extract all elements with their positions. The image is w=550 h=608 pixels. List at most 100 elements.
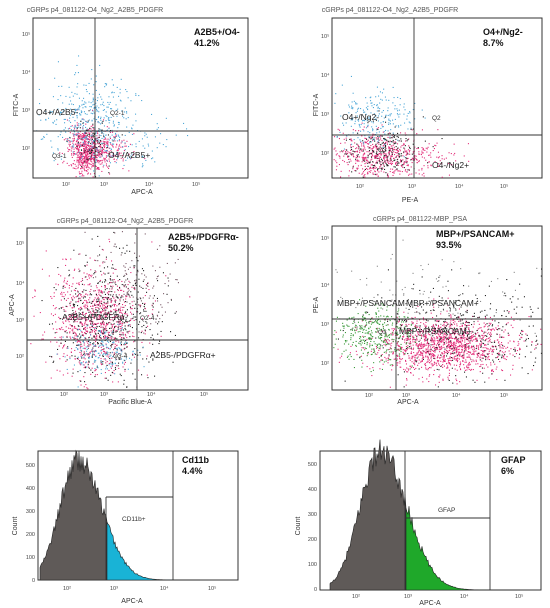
scatter-point: [352, 92, 354, 94]
scatter-point: [99, 145, 101, 147]
scatter-point: [102, 341, 104, 343]
scatter-point: [372, 129, 374, 131]
scatter-point: [357, 148, 359, 150]
scatter-point: [78, 55, 80, 57]
scatter-point: [64, 127, 66, 129]
scatter-point: [88, 150, 90, 152]
scatter-point: [101, 343, 103, 345]
scatter-point: [432, 150, 434, 152]
scatter-point: [133, 353, 135, 355]
scatter-point: [109, 357, 111, 359]
scatter-point: [386, 158, 388, 160]
scatter-point: [97, 322, 99, 324]
scatter-point: [113, 312, 115, 314]
scatter-point: [463, 155, 465, 157]
scatter-point: [362, 158, 364, 160]
scatter-point: [466, 366, 468, 368]
scatter-point: [367, 139, 369, 141]
scatter-point: [72, 138, 74, 140]
scatter-point: [91, 324, 93, 326]
scatter-point: [407, 164, 409, 166]
scatter-point: [92, 132, 94, 134]
scatter-point: [83, 284, 85, 286]
scatter-point: [434, 332, 436, 334]
scatter-point: [407, 336, 409, 338]
scatter-point: [77, 166, 79, 168]
scatter-point: [75, 301, 77, 303]
scatter-point: [72, 133, 74, 135]
scatter-point: [133, 133, 135, 135]
scatter-point: [340, 176, 342, 178]
scatter-point: [84, 326, 86, 328]
scatter-point: [390, 145, 392, 147]
scatter-point: [75, 312, 77, 314]
scatter-point: [389, 163, 391, 165]
scatter-point: [94, 270, 96, 272]
scatter-point: [91, 119, 93, 121]
scatter-point: [69, 331, 71, 333]
scatter-point: [93, 310, 95, 312]
scatter-point: [75, 313, 77, 315]
scatter-point: [405, 169, 407, 171]
scatter-point: [105, 337, 107, 339]
scatter-point: [55, 289, 57, 291]
scatter-point: [449, 345, 451, 347]
scatter-point: [92, 163, 94, 165]
scatter-point: [372, 367, 374, 369]
scatter-point: [124, 352, 126, 354]
scatter-point: [387, 159, 389, 161]
scatter-point: [99, 294, 101, 296]
scatter-point: [440, 348, 442, 350]
scatter-point: [75, 133, 77, 135]
scatter-point: [124, 266, 126, 268]
scatter-point: [81, 318, 83, 320]
scatter-point: [116, 275, 118, 277]
scatter-point: [101, 132, 103, 134]
scatter-point: [145, 276, 147, 278]
scatter-point: [468, 160, 470, 162]
scatter-point: [82, 137, 84, 139]
x-tick-label: 10⁵: [192, 181, 200, 188]
scatter-point: [371, 152, 373, 154]
scatter-point: [121, 252, 123, 254]
scatter-point: [410, 127, 412, 129]
scatter-point: [375, 143, 377, 145]
scatter-point: [134, 242, 136, 244]
scatter-point: [161, 306, 163, 308]
scatter-point: [383, 171, 385, 173]
scatter-point: [103, 164, 105, 166]
scatter-point: [112, 343, 114, 345]
scatter-point: [116, 314, 118, 316]
scatter-point: [411, 330, 413, 332]
scatter-point: [60, 342, 62, 344]
scatter-point: [469, 351, 471, 353]
scatter-point: [67, 317, 69, 319]
scatter-point: [101, 121, 103, 123]
scatter-point: [69, 132, 71, 134]
scatter-point: [93, 335, 95, 337]
scatter-point: [83, 97, 85, 99]
scatter-point: [391, 147, 393, 149]
scatter-point: [81, 357, 83, 359]
scatter-point: [96, 318, 98, 320]
scatter-point: [79, 153, 81, 155]
scatter-point: [77, 386, 79, 388]
scatter-point: [350, 345, 352, 347]
scatter-point: [90, 323, 92, 325]
scatter-point: [372, 146, 374, 148]
scatter-point: [412, 128, 414, 130]
scatter-point: [56, 328, 58, 330]
scatter-point: [98, 149, 100, 151]
scatter-point: [114, 291, 116, 293]
scatter-point: [387, 156, 389, 158]
scatter-point: [467, 356, 469, 358]
scatter-point: [421, 352, 423, 354]
scatter-point: [447, 358, 449, 360]
scatter-point: [111, 325, 113, 327]
scatter-point: [76, 336, 78, 338]
scatter-point: [137, 304, 139, 306]
scatter-point: [503, 331, 505, 333]
scatter-point: [87, 169, 89, 171]
scatter-point: [98, 346, 100, 348]
scatter-point: [112, 328, 114, 330]
